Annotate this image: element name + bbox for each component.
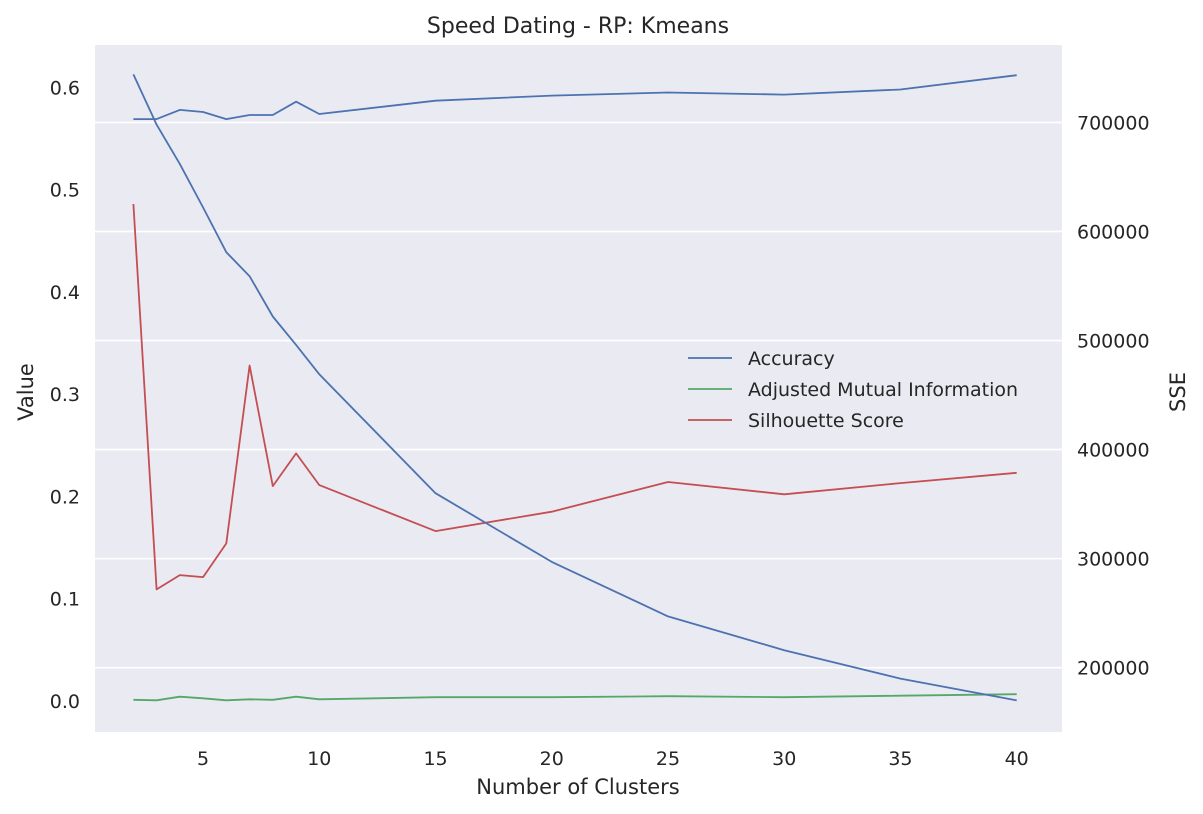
y-tick-label: 0.2 xyxy=(50,486,80,508)
y-tick-labels: 0.0 0.1 0.2 0.3 0.4 0.5 0.6 xyxy=(50,77,80,712)
series-line-sse xyxy=(132,74,1017,702)
y-tick-label: 0.5 xyxy=(50,180,80,202)
y2-tick-label: 200000 xyxy=(1077,658,1150,680)
chart-title: Speed Dating - RP: Kmeans xyxy=(427,14,729,39)
legend-label-silhouette-score: Silhouette Score xyxy=(748,410,904,432)
y-tick-label: 0.6 xyxy=(50,77,80,99)
y-tick-label: 0.1 xyxy=(50,589,80,611)
y2-tick-label: 300000 xyxy=(1077,549,1150,571)
y2-tick-label: 600000 xyxy=(1077,221,1150,243)
y-axis-title: Value xyxy=(14,363,38,421)
gridlines xyxy=(95,121,1062,669)
x-tick-label: 10 xyxy=(307,748,331,770)
y-tick-label: 0.0 xyxy=(50,691,80,713)
series-line-silhouette-score xyxy=(132,203,1017,591)
x-tick-label: 35 xyxy=(888,748,912,770)
plot-background xyxy=(95,45,1062,732)
y2-tick-label: 500000 xyxy=(1077,331,1150,353)
x-tick-labels: 5 10 15 20 25 30 35 40 xyxy=(197,748,1029,770)
y2-tick-label: 700000 xyxy=(1077,112,1150,134)
series-line-adjusted-mutual-information xyxy=(133,693,1017,702)
legend: Accuracy Adjusted Mutual Information Silho… xyxy=(688,348,1018,432)
x-axis-title: Number of Clusters xyxy=(476,775,679,799)
y-tick-label: 0.4 xyxy=(50,282,80,304)
x-tick-label: 25 xyxy=(656,748,680,770)
series-lines xyxy=(132,74,1017,702)
x-tick-label: 40 xyxy=(1005,748,1029,770)
legend-label-adjusted-mutual-information: Adjusted Mutual Information xyxy=(748,379,1018,401)
x-tick-label: 30 xyxy=(772,748,796,770)
x-tick-label: 5 xyxy=(197,748,209,770)
x-tick-label: 15 xyxy=(423,748,447,770)
series-line-accuracy xyxy=(133,74,1017,120)
y2-axis-title: SSE xyxy=(1166,372,1190,412)
x-tick-label: 20 xyxy=(540,748,564,770)
legend-label-accuracy: Accuracy xyxy=(748,348,835,370)
y2-tick-labels: 200000 300000 400000 500000 600000 700000 xyxy=(1077,112,1150,679)
y2-tick-label: 400000 xyxy=(1077,440,1150,462)
y-tick-label: 0.3 xyxy=(50,384,80,406)
